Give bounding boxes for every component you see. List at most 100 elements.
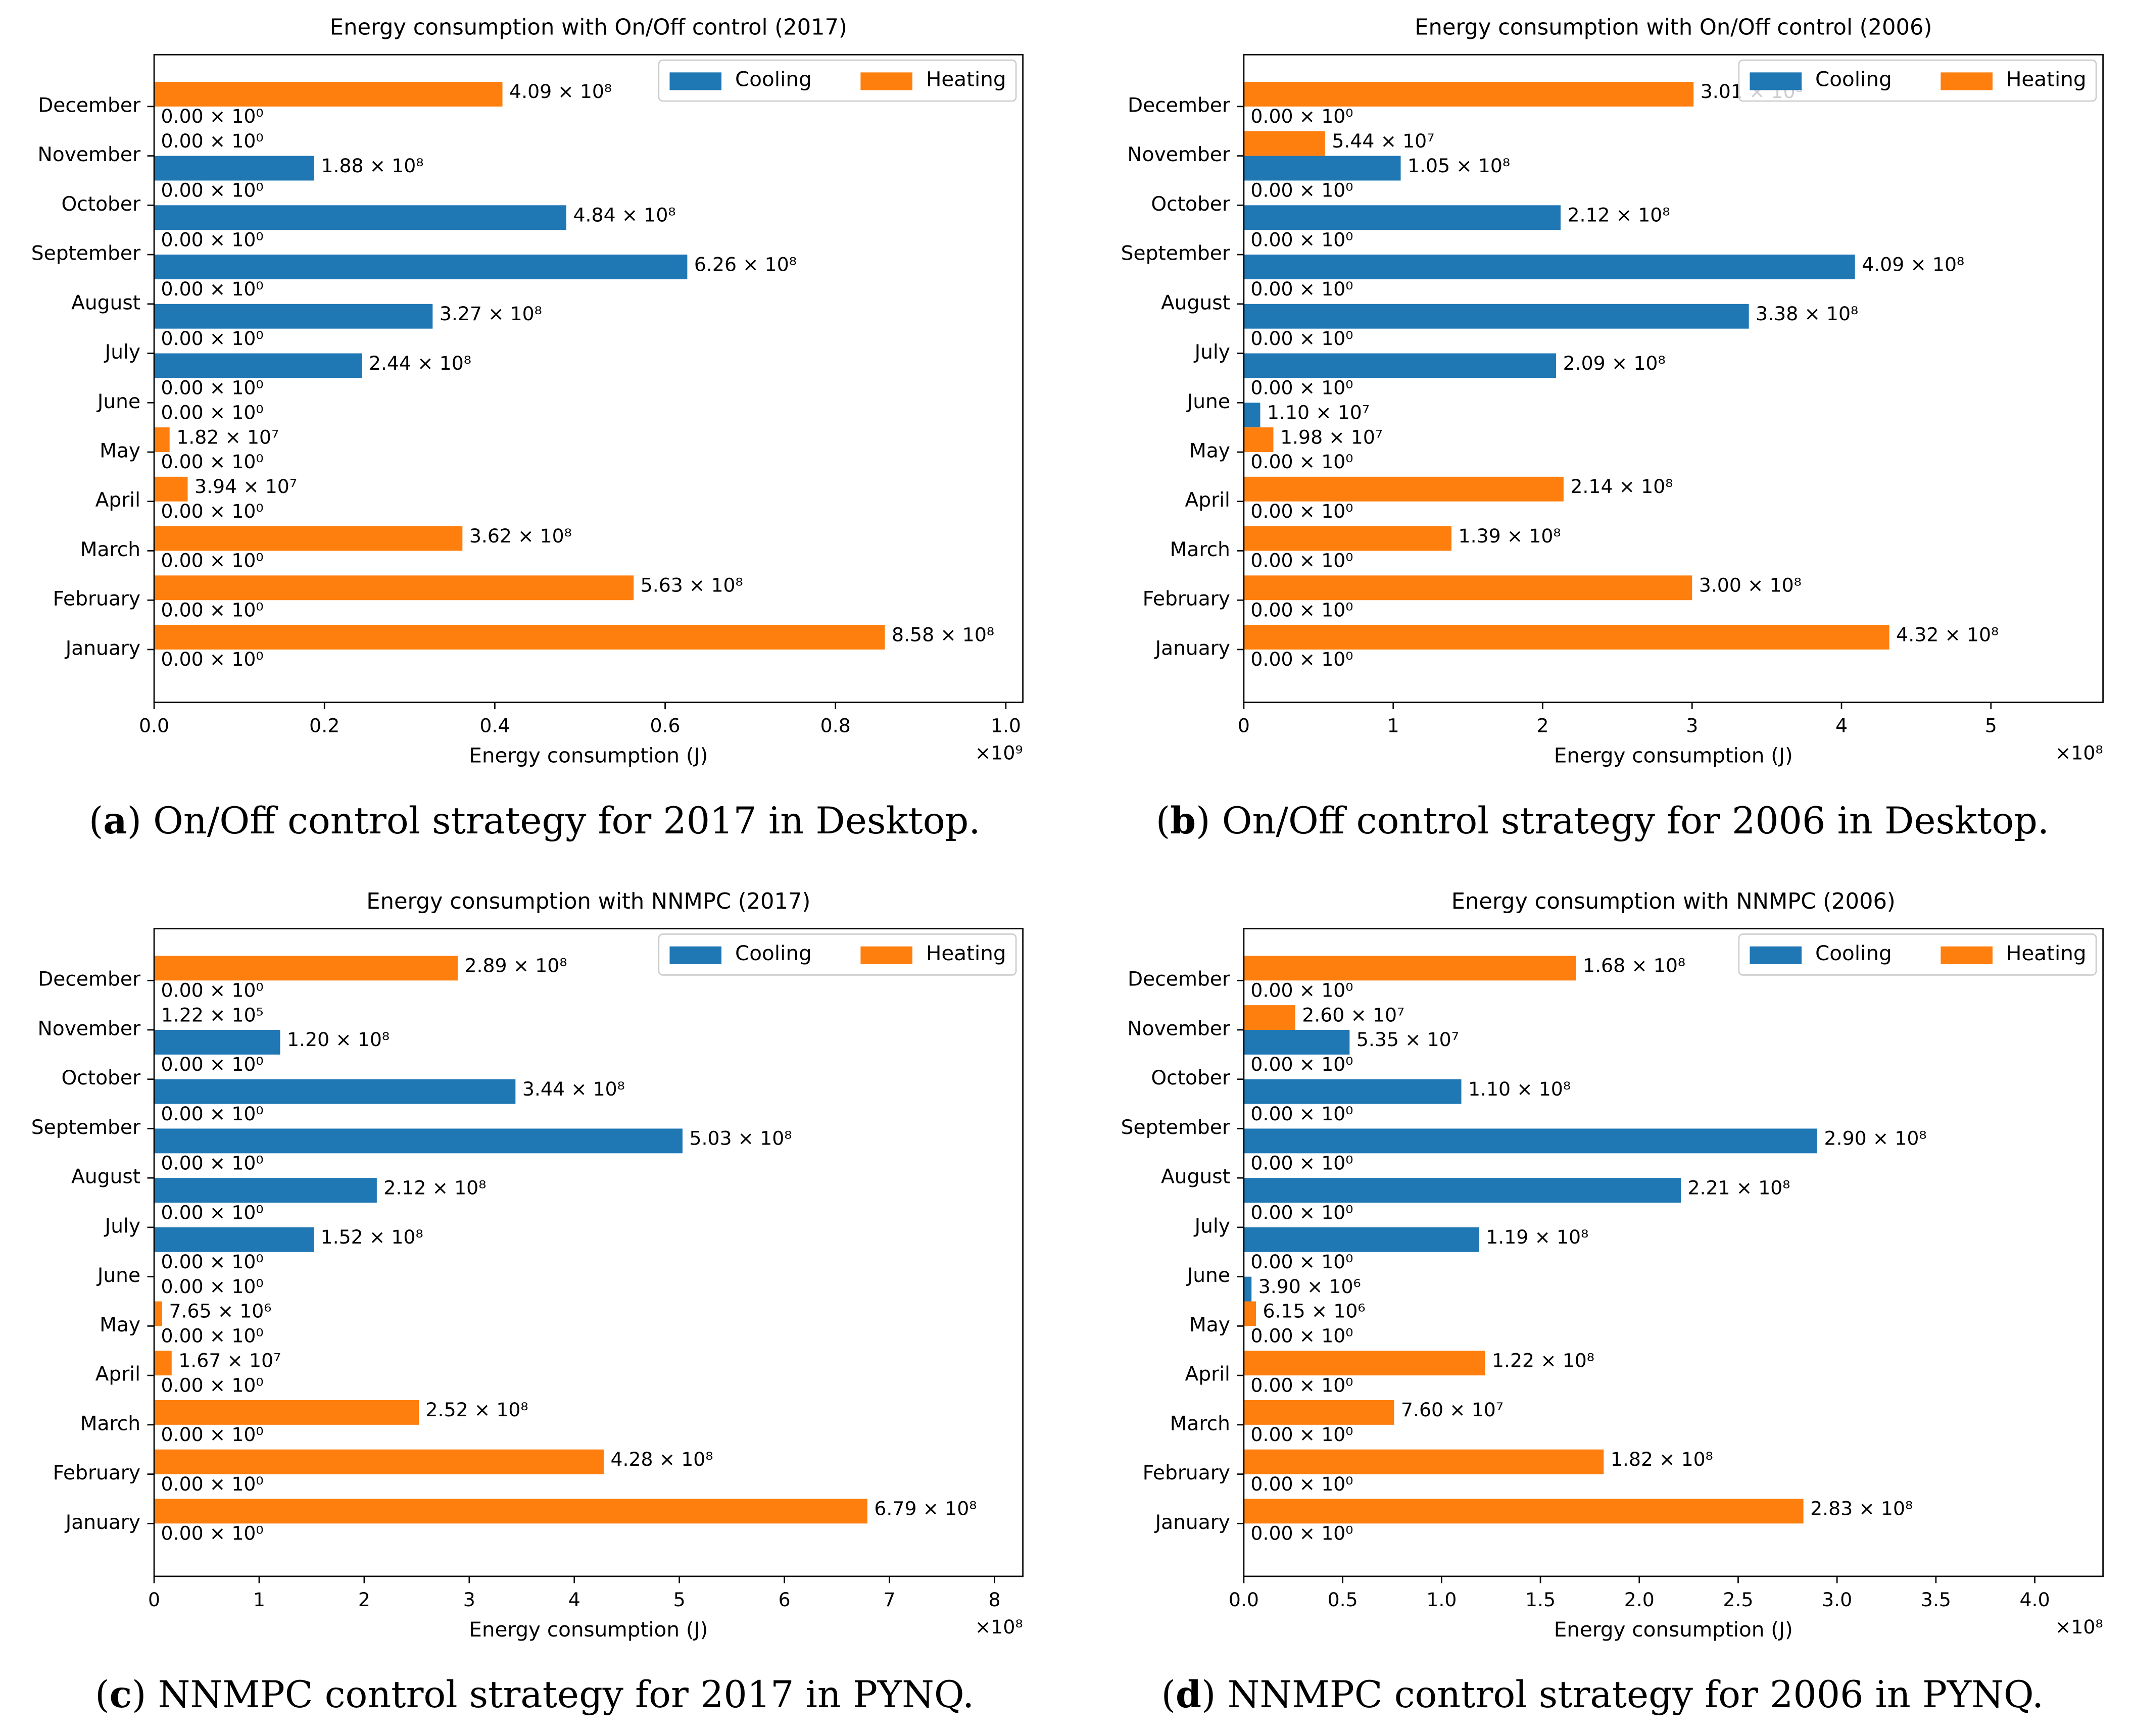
data-label: 2.83 × 10⁸ [1810,1498,1913,1520]
x-tick-label: 0.8 [820,715,851,737]
bar [154,1178,377,1203]
bar [1243,1449,1604,1474]
bar [154,353,362,378]
data-label: 5.63 × 10⁸ [641,574,743,597]
data-label: 0.00 × 10⁰ [1250,1103,1353,1125]
bar [1243,1178,1681,1203]
legend-label: Heating [926,67,1006,91]
y-tick-label: May [100,440,140,463]
bar [1243,304,1749,329]
legend-label: Cooling [735,67,812,91]
data-label: 0.00 × 10⁰ [161,1053,264,1075]
caption-part: ) On/Off control strategy for 2017 in De… [127,800,981,842]
legend-swatch [669,72,722,90]
data-label: 7.60 × 10⁷ [1401,1399,1504,1421]
data-label: 7.65 × 10⁶ [169,1300,271,1322]
y-tick-label: November [1127,1017,1230,1040]
legend-swatch [669,946,722,964]
chart-title: Energy consumption with On/Off control (… [1415,15,1932,40]
bar [154,1128,683,1154]
legend-label: Heating [926,941,1006,965]
data-label: 3.62 × 10⁸ [469,525,572,547]
data-label: 0.00 × 10⁰ [1250,1325,1353,1347]
y-tick-label: February [1143,588,1230,611]
bar [1243,156,1401,181]
x-tick-label: 3 [1686,715,1698,737]
data-label: 0.00 × 10⁰ [161,179,264,202]
data-label: 0.00 × 10⁰ [161,1275,264,1298]
caption-part: ) NNMPC control strategy for 2006 in PYN… [1201,1673,2044,1716]
caption-part: ( [89,800,103,842]
y-tick-label: August [1161,291,1230,314]
bar [154,1227,314,1252]
bar [1243,1301,1256,1326]
bar [1243,1005,1295,1030]
bar [1243,403,1261,428]
data-label: 0.00 × 10⁰ [161,550,264,572]
data-label: 0.00 × 10⁰ [161,278,264,300]
x-offset-label: ×10⁸ [2055,1616,2103,1638]
data-label: 0.00 × 10⁰ [1250,1423,1353,1446]
x-tick-label: 0.0 [1229,1589,1259,1611]
x-axis-label: Energy consumption (J) [1554,743,1793,767]
bar [1243,575,1692,601]
data-label: 3.94 × 10⁷ [195,475,297,498]
caption: (d) NNMPC control strategy for 2006 in P… [1161,1673,2044,1716]
y-tick-label: July [104,341,140,364]
y-tick-label: February [53,588,140,611]
y-tick-label: October [1151,193,1230,216]
caption-part: b [1170,800,1196,842]
data-label: 0.00 × 10⁰ [161,228,264,251]
bar [1243,131,1325,156]
data-label: 2.60 × 10⁷ [1302,1004,1404,1026]
y-tick-label: March [1170,538,1230,561]
x-tick-label: 0 [148,1589,160,1611]
y-tick-label: October [61,1067,140,1089]
x-tick-label: 4 [1835,715,1848,737]
bar [1243,255,1855,279]
data-label: 5.03 × 10⁸ [689,1127,792,1150]
data-label: 2.12 × 10⁸ [1567,204,1670,226]
x-tick-label: 4.0 [2020,1589,2050,1611]
x-offset-label: ×10⁸ [975,1616,1023,1638]
data-label: 2.90 × 10⁸ [1824,1127,1927,1150]
y-tick-label: August [71,1166,140,1188]
y-tick-label: March [80,1412,140,1435]
data-label: 0.00 × 10⁰ [1250,278,1353,300]
data-label: 3.38 × 10⁸ [1756,303,1858,325]
legend-label: Heating [2006,941,2087,965]
data-label: 1.88 × 10⁸ [321,155,423,177]
y-tick-label: April [1185,489,1230,512]
data-label: 0.00 × 10⁰ [161,1201,264,1223]
data-label: 0.00 × 10⁰ [161,979,264,1001]
x-tick-label: 0.6 [650,715,681,737]
x-tick-label: 1.5 [1525,1589,1556,1611]
x-tick-label: 2.5 [1723,1589,1753,1611]
x-axis-label: Energy consumption (J) [469,743,708,767]
x-tick-label: 3.0 [1822,1589,1852,1611]
legend-swatch [1941,946,1993,964]
data-label: 2.52 × 10⁸ [426,1399,528,1421]
data-label: 3.90 × 10⁶ [1258,1275,1361,1298]
plot-frame [153,54,1024,703]
legend-label: Cooling [1815,941,1892,965]
y-tick-label: February [53,1462,140,1484]
legend-box [658,933,1017,976]
data-label: 0.00 × 10⁰ [1250,1374,1353,1396]
data-label: 0.00 × 10⁰ [1250,1251,1353,1273]
y-tick-label: December [1128,968,1231,991]
x-tick-label: 6 [779,1589,791,1611]
data-label: 2.14 × 10⁸ [1570,475,1673,498]
data-label: 6.79 × 10⁸ [874,1498,977,1520]
legend-swatch [860,72,912,90]
data-label: 0.00 × 10⁰ [161,377,264,399]
data-label: 8.58 × 10⁸ [892,623,994,646]
data-label: 0.00 × 10⁰ [1250,550,1353,572]
data-label: 0.00 × 10⁰ [161,130,264,152]
data-label: 0.00 × 10⁰ [1250,1053,1353,1075]
caption-part: ) On/Off control strategy for 2006 in De… [1196,800,2049,842]
y-tick-label: December [38,94,141,117]
data-label: 1.82 × 10⁷ [176,426,279,448]
chart-title: Energy consumption with On/Off control (… [330,15,847,40]
caption-part: c [110,1673,132,1716]
